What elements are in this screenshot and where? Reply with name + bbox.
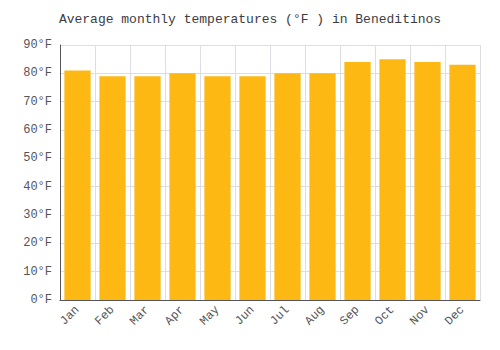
- svg-text:40°F: 40°F: [23, 180, 52, 194]
- svg-text:10°F: 10°F: [23, 265, 52, 279]
- svg-text:70°F: 70°F: [23, 95, 52, 109]
- svg-text:Jun: Jun: [232, 303, 257, 328]
- svg-text:Apr: Apr: [162, 303, 187, 328]
- svg-text:Jan: Jan: [57, 303, 82, 328]
- svg-text:50°F: 50°F: [23, 151, 52, 165]
- svg-text:20°F: 20°F: [23, 236, 52, 250]
- svg-text:Jul: Jul: [267, 303, 292, 328]
- svg-text:80°F: 80°F: [23, 66, 52, 80]
- svg-text:Aug: Aug: [302, 303, 327, 328]
- svg-text:Average monthly temperatures (: Average monthly temperatures (°F ) in Be…: [59, 12, 441, 27]
- svg-text:30°F: 30°F: [23, 208, 52, 222]
- svg-text:May: May: [197, 303, 222, 328]
- svg-text:Feb: Feb: [92, 303, 117, 328]
- svg-text:Nov: Nov: [407, 303, 432, 328]
- svg-text:90°F: 90°F: [23, 38, 52, 52]
- svg-text:Sep: Sep: [337, 303, 362, 328]
- svg-text:60°F: 60°F: [23, 123, 52, 137]
- svg-text:Dec: Dec: [442, 303, 467, 328]
- svg-text:Mar: Mar: [127, 303, 152, 328]
- svg-text:0°F: 0°F: [30, 293, 52, 307]
- svg-text:Oct: Oct: [372, 303, 397, 328]
